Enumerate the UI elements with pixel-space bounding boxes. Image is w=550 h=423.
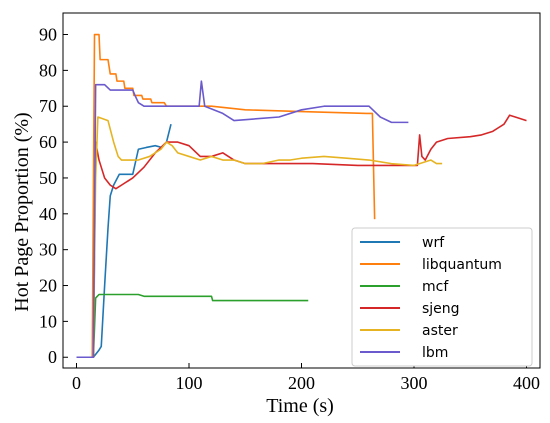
x-tick-label: 0 — [72, 373, 81, 393]
series-line-lbm — [76, 80, 409, 359]
series-line-aster — [76, 116, 443, 359]
legend-label-mcf: mcf — [422, 279, 449, 295]
series-line-wrf — [76, 123, 172, 359]
legend-label-wrf: wrf — [422, 235, 445, 251]
y-axis-title: Hot Page Proportion (%) — [11, 112, 33, 311]
y-tick-label: 40 — [39, 204, 57, 224]
legend-label-sjeng: sjeng — [422, 301, 460, 317]
legend: wrf libquantum mcf sjeng aster lbm — [351, 227, 533, 367]
axes: 0 100 200 300 400 0 10 20 30 40 50 60 70 80 90 — [39, 12, 541, 393]
x-tick-label: 200 — [288, 373, 315, 393]
legend-box — [351, 227, 533, 367]
x-axis-title: Time (s) — [266, 395, 334, 417]
series-lines — [76, 33, 527, 359]
y-tick-label: 10 — [39, 311, 57, 331]
y-tick-label: 50 — [39, 168, 57, 188]
y-tick-label: 90 — [39, 25, 57, 45]
x-tick-label: 300 — [401, 373, 428, 393]
y-tick-label: 60 — [39, 132, 57, 152]
y-tick-label: 0 — [48, 347, 57, 367]
x-tick-label: 100 — [176, 373, 203, 393]
legend-label-aster: aster — [422, 323, 458, 339]
y-tick-label: 30 — [39, 240, 57, 260]
y-tick-label: 70 — [39, 96, 57, 116]
y-tick-label: 80 — [39, 60, 57, 80]
x-tick-label: 400 — [513, 373, 540, 393]
series-line-libquantum — [76, 33, 376, 359]
series-line-mcf — [76, 293, 309, 359]
legend-label-lbm: lbm — [422, 345, 448, 361]
y-tick-label: 20 — [39, 276, 57, 296]
legend-label-libquantum: libquantum — [422, 257, 502, 273]
